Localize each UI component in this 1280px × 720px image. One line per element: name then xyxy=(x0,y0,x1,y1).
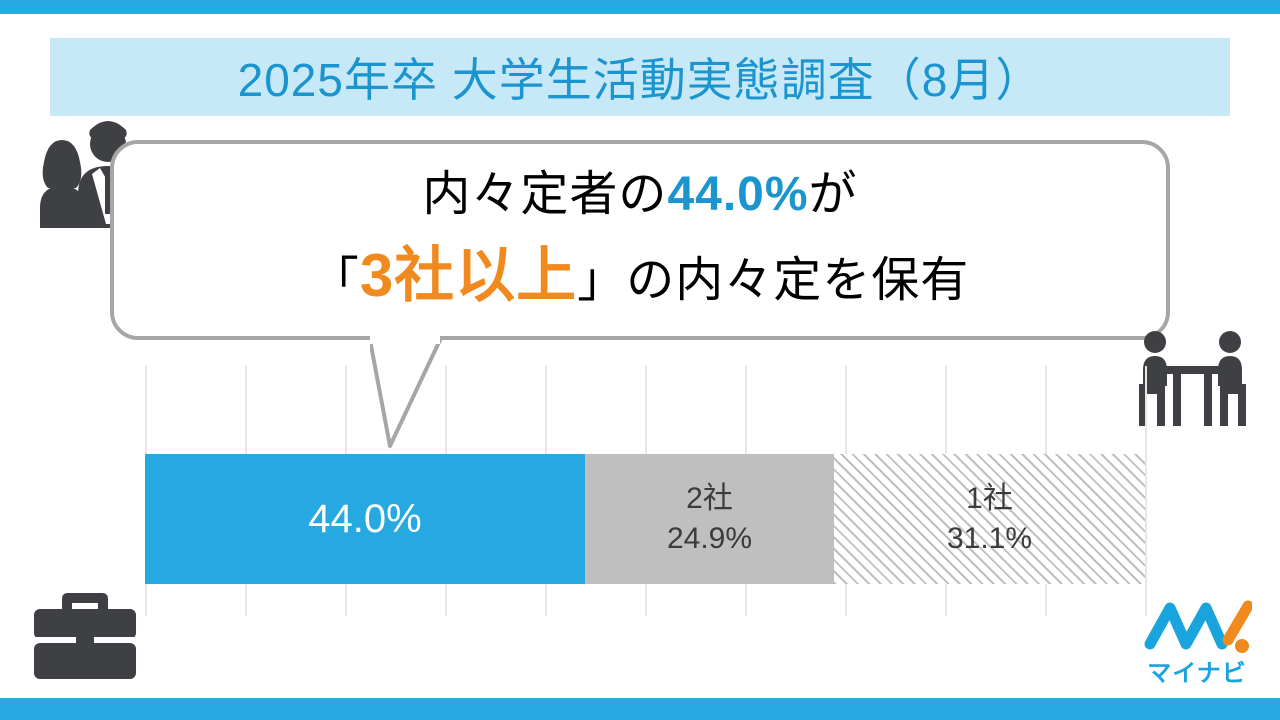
segment-pct: 44.0% xyxy=(308,492,421,546)
stacked-bar-chart: 44.0%2社24.9%1社31.1% xyxy=(145,366,1145,616)
bubble-line-1: 内々定者の44.0%が xyxy=(422,159,857,231)
bubble-line2-post: 」の内々定を保有 xyxy=(577,254,969,307)
speech-bubble: 内々定者の44.0%が 「3社以上」の内々定を保有 xyxy=(110,140,1170,340)
segment-label: 2社 xyxy=(686,479,733,520)
title-text: 2025年卒 大学生活動実態調査（8月） xyxy=(238,44,1043,110)
chart-segment: 44.0% xyxy=(145,454,585,584)
chart-segment: 1社31.1% xyxy=(834,454,1145,584)
brand-logo-text: マイナビ xyxy=(1142,653,1252,688)
segment-label: 1社 xyxy=(966,479,1013,520)
bubble-pct: 44.0% xyxy=(667,168,808,221)
segment-pct: 24.9% xyxy=(667,519,752,560)
segment-pct: 31.1% xyxy=(947,519,1032,560)
brand-logo-mark xyxy=(1142,592,1252,654)
bubble-line2-pre: 「 xyxy=(311,254,360,307)
bottom-bar xyxy=(0,698,1280,720)
top-bar xyxy=(0,0,1280,14)
bubble-emph: 3社以上 xyxy=(360,242,577,309)
briefcase-icon xyxy=(30,587,140,682)
meeting-icon xyxy=(1135,328,1250,428)
chart-segment: 2社24.9% xyxy=(585,454,834,584)
bubble-line1-post: が xyxy=(809,168,858,221)
bubble-line1-pre: 内々定者の xyxy=(422,168,667,221)
chart-gridline xyxy=(1145,366,1147,616)
chart-bar-row: 44.0%2社24.9%1社31.1% xyxy=(145,454,1145,584)
title-band: 2025年卒 大学生活動実態調査（8月） xyxy=(50,38,1230,116)
bubble-line-2: 「3社以上」の内々定を保有 xyxy=(311,231,969,321)
brand-logo: マイナビ xyxy=(1142,592,1252,688)
